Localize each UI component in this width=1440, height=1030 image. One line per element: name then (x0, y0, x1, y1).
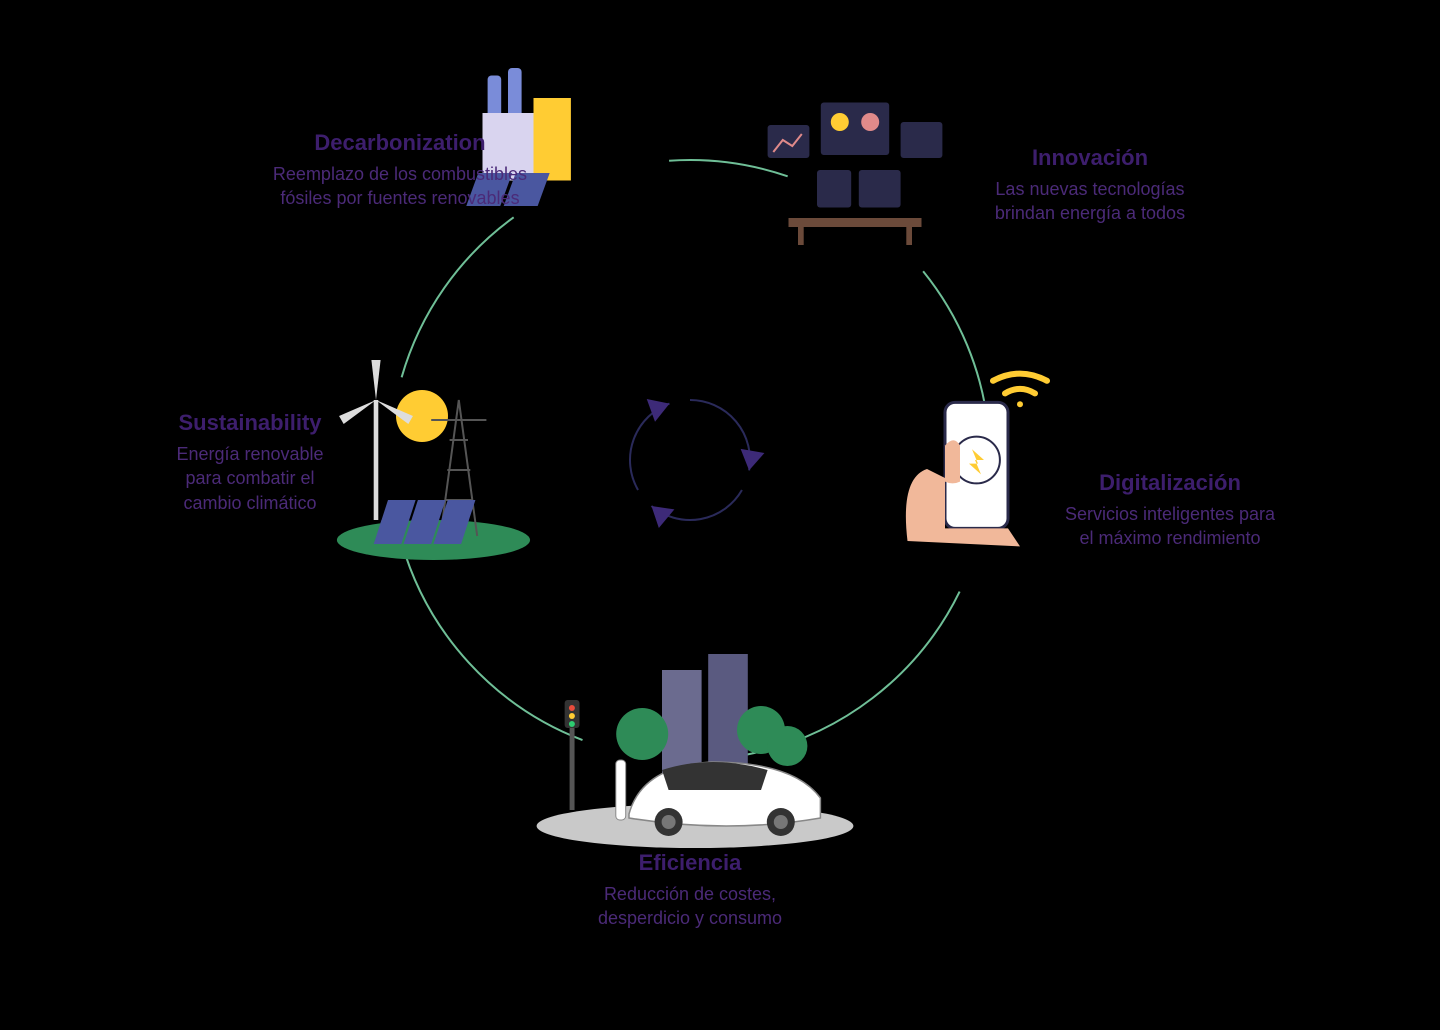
innovation-label: Innovación Las nuevas tecnologías brindan… (940, 145, 1240, 226)
decarbonization-title: Decarbonization (230, 130, 570, 156)
sustainability-title: Sustainability (125, 410, 375, 436)
sustainability-label: Sustainability Energía renovable para com… (125, 410, 375, 515)
efficiency-label: Eficiencia Reducción de costes, desperdic… (540, 850, 840, 931)
decarbonization-desc: Reemplazo de los combustibles fósiles po… (230, 162, 570, 211)
digitalization-desc: Servicios inteligentes para el máximo re… (1020, 502, 1320, 551)
center-cycle-icon (600, 370, 780, 550)
efficiency-desc: Reducción de costes, desperdicio y consu… (540, 882, 840, 931)
innovation-desc: Las nuevas tecnologías brindan energía a… (940, 177, 1240, 226)
digitalization-label: Digitalización Servicios inteligentes par… (1020, 470, 1320, 551)
digitalization-title: Digitalización (1020, 470, 1320, 496)
decarbonization-label: Decarbonization Reemplazo de los combusti… (230, 130, 570, 211)
innovation-icon (760, 95, 950, 245)
innovation-title: Innovación (940, 145, 1240, 171)
sustainability-desc: Energía renovable para combatir el cambi… (125, 442, 375, 515)
cycle-diagram: Decarbonization Reemplazo de los combusti… (0, 0, 1440, 1030)
efficiency-icon (530, 650, 860, 850)
efficiency-title: Eficiencia (540, 850, 840, 876)
